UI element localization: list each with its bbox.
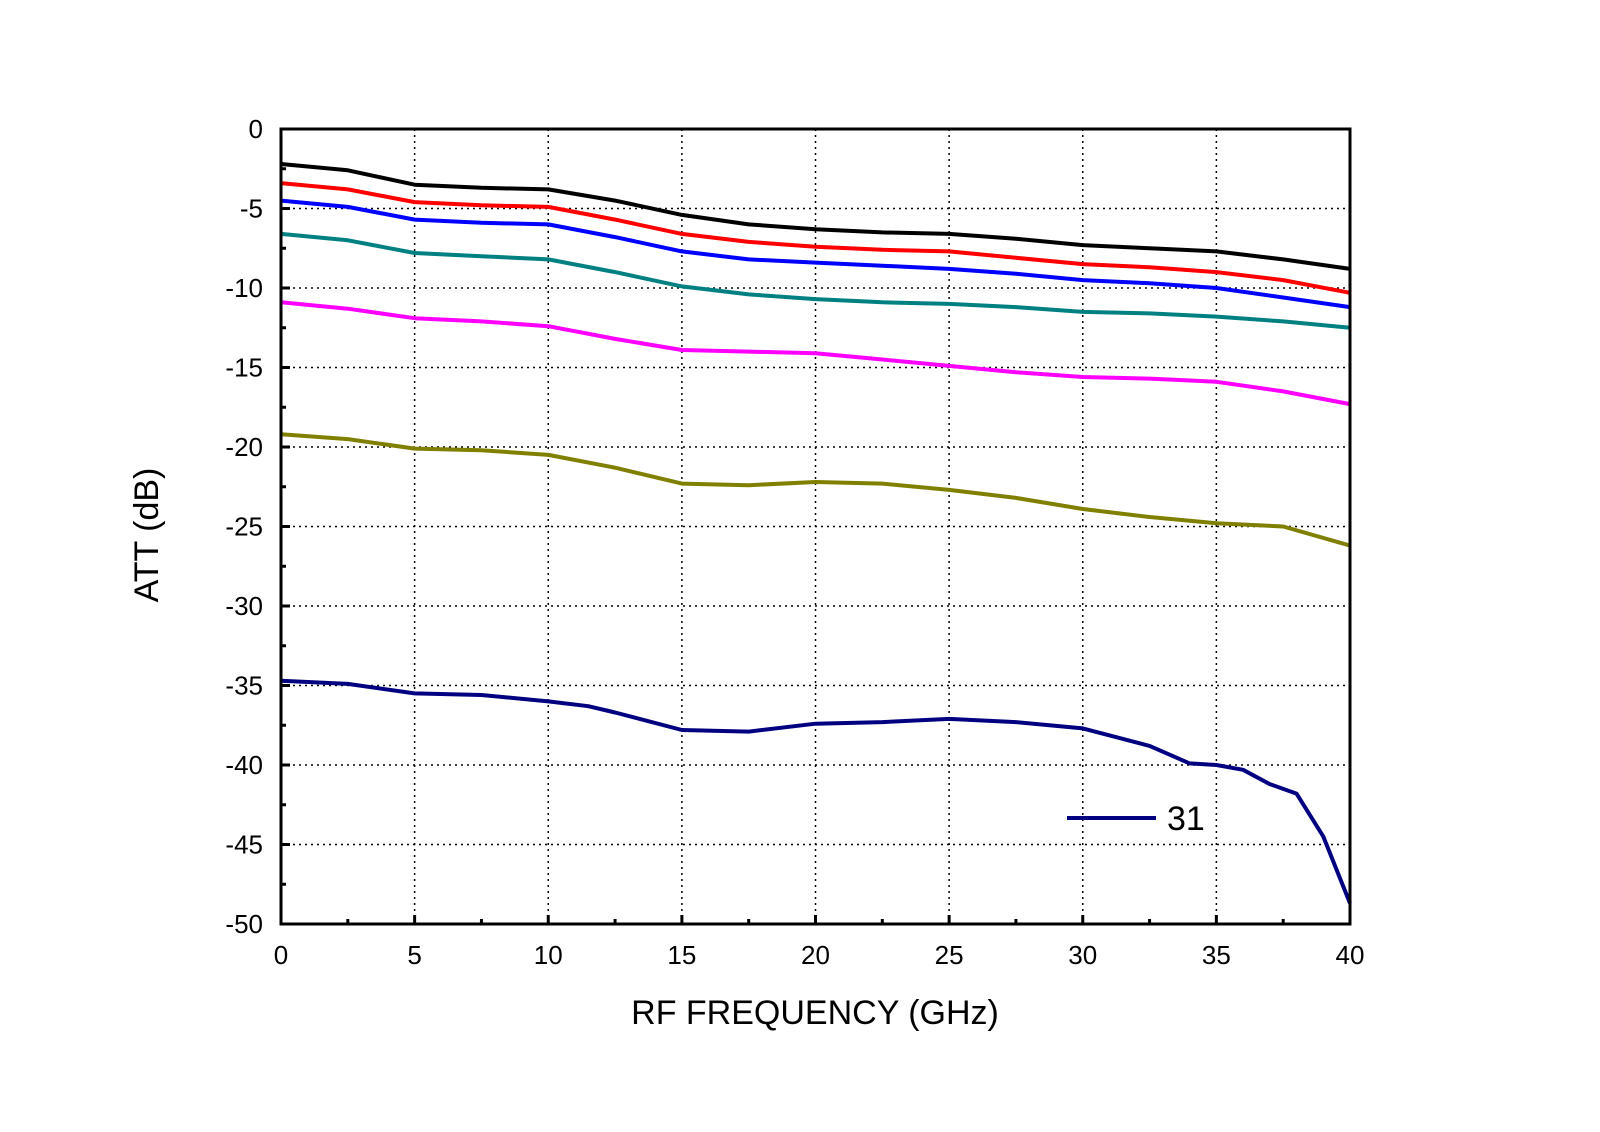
series-line-2 (280, 181, 1351, 295)
y-tick-label: -30 (225, 591, 263, 621)
legend: 31 (1067, 800, 1205, 838)
x-tick-label: 40 (1336, 940, 1365, 970)
series-line-4 (280, 231, 1351, 330)
y-tick-label: -10 (225, 273, 263, 303)
y-tick-label: -20 (225, 432, 263, 462)
x-tick-label: 25 (935, 940, 964, 970)
y-axis-label: ATT (dB) (128, 468, 166, 603)
x-tick-label: 30 (1068, 940, 1097, 970)
x-tick-label: 15 (667, 940, 696, 970)
legend-label-31: 31 (1167, 800, 1205, 838)
x-tick-label: 20 (801, 940, 830, 970)
y-tick-label: -5 (240, 194, 263, 224)
y-tick-label: -25 (225, 512, 263, 542)
series-line-31 (280, 678, 1352, 905)
series-line-3 (280, 198, 1351, 310)
ticks: 0 5 10 15 20 25 30 35 40 0 -5 -10 -15 -20 -25 -30 -35 -40… (225, 114, 1364, 970)
x-tick-label: 5 (407, 940, 421, 970)
series-line-6 (280, 432, 1351, 548)
x-tick-label: 35 (1202, 940, 1231, 970)
y-tick-label: -35 (225, 671, 263, 701)
y-tick-label: 0 (249, 114, 263, 144)
x-tick-label: 10 (534, 940, 563, 970)
x-tick-label: 0 (274, 940, 288, 970)
x-axis-label: RF FREQUENCY (GHz) (631, 994, 999, 1032)
series-line-1 (280, 162, 1351, 271)
y-tick-label: -15 (225, 353, 263, 383)
y-tick-label: -45 (225, 830, 263, 860)
y-tick-label: -40 (225, 750, 263, 780)
series-line-5 (280, 300, 1351, 407)
series-group (280, 162, 1352, 905)
y-tick-label: -50 (225, 909, 263, 939)
